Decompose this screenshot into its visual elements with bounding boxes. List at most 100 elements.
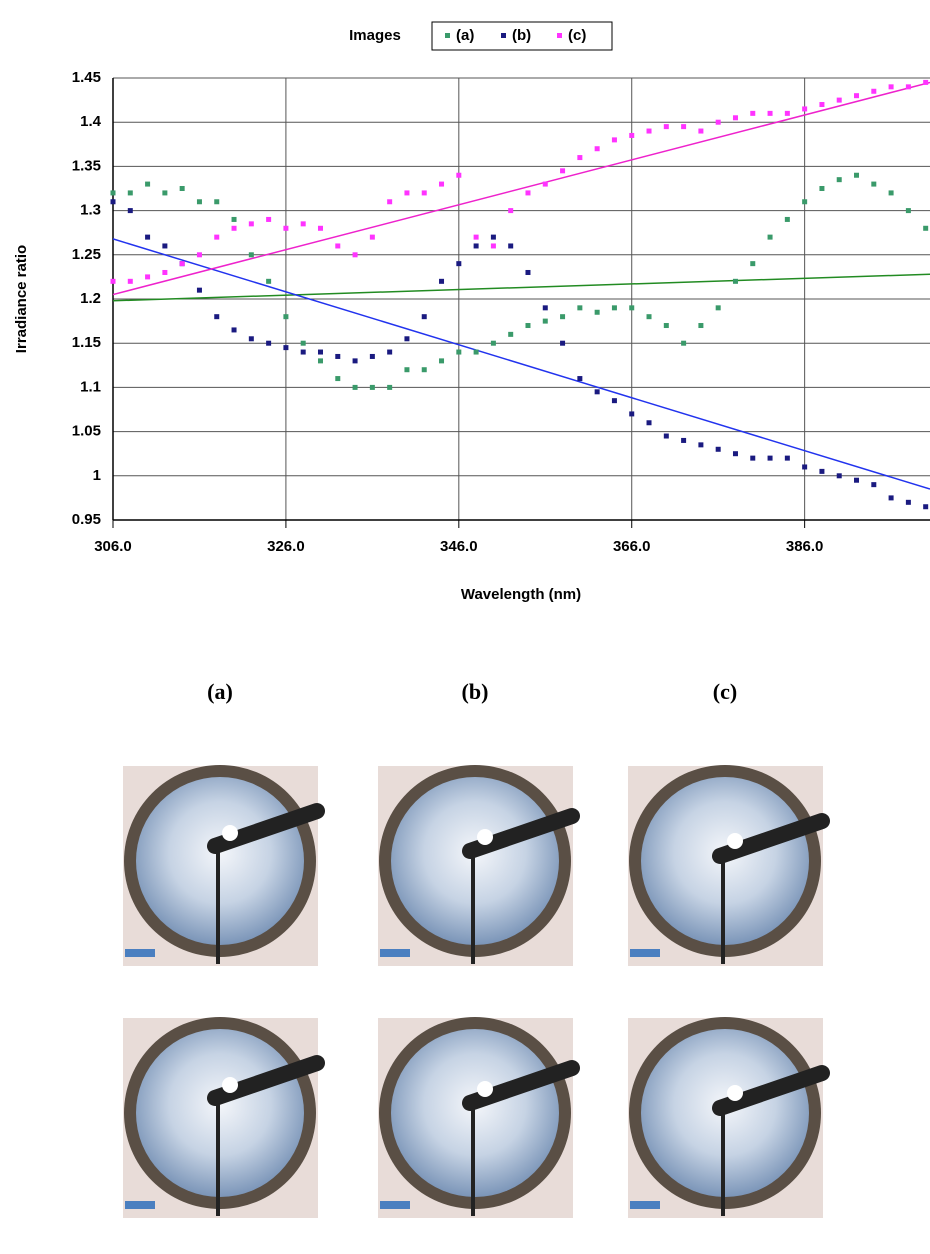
point: [750, 455, 756, 461]
point: [681, 124, 687, 130]
point: [145, 234, 151, 240]
point: [248, 336, 254, 342]
point: [439, 278, 445, 284]
point: [335, 376, 341, 382]
point: [888, 84, 894, 90]
point: [629, 132, 635, 138]
point: [560, 168, 566, 174]
point: [127, 190, 133, 196]
sun: [477, 829, 493, 845]
point: [594, 389, 600, 395]
point: [110, 278, 116, 284]
point: [266, 278, 272, 284]
point: [611, 398, 617, 404]
point: [110, 199, 116, 205]
sun: [727, 1085, 743, 1101]
point: [525, 323, 531, 329]
sky-image: [123, 1017, 325, 1218]
point: [300, 340, 306, 346]
point: [784, 216, 790, 222]
logo: [630, 1201, 660, 1209]
point: [317, 349, 323, 355]
sky-image: [378, 1017, 580, 1218]
point: [698, 323, 704, 329]
sun: [727, 833, 743, 849]
point: [577, 305, 583, 311]
logo: [380, 1201, 410, 1209]
point: [750, 110, 756, 116]
point: [266, 340, 272, 346]
point: [231, 225, 237, 231]
panel-label: (c): [713, 679, 737, 704]
point: [214, 199, 220, 205]
point: [335, 353, 341, 359]
point: [560, 314, 566, 320]
point: [508, 243, 514, 249]
point: [819, 186, 825, 191]
trend-line: [112, 238, 930, 490]
point: [750, 261, 756, 267]
point: [923, 504, 929, 510]
point: [836, 473, 842, 479]
x-tick-label: 346.0: [440, 538, 478, 555]
point: [317, 358, 323, 364]
point: [456, 349, 462, 355]
point: [715, 305, 721, 311]
point: [732, 451, 738, 457]
point: [335, 243, 341, 249]
point: [715, 119, 721, 125]
logo: [630, 949, 660, 957]
point: [490, 234, 496, 240]
point: [179, 261, 185, 267]
point: [663, 323, 669, 329]
point: [352, 252, 358, 258]
point: [473, 349, 479, 355]
y-tick-label: 0.95: [72, 511, 101, 528]
point: [248, 252, 254, 258]
point: [508, 208, 514, 214]
legend-label: (c): [568, 27, 586, 44]
legend-label: (b): [512, 27, 531, 44]
point: [369, 353, 375, 359]
point: [456, 261, 462, 267]
point: [127, 208, 133, 214]
point: [421, 367, 427, 373]
point: [542, 181, 548, 187]
point: [369, 384, 375, 390]
point: [681, 437, 687, 443]
point: [456, 172, 462, 178]
y-tick-label: 1: [93, 467, 101, 484]
point: [715, 446, 721, 452]
point: [542, 318, 548, 324]
point: [698, 442, 704, 448]
point: [387, 384, 393, 390]
point: [819, 102, 825, 108]
point: [888, 495, 894, 501]
y-axis-label: Irradiance ratio: [13, 245, 30, 353]
point: [317, 225, 323, 231]
point: [266, 216, 272, 222]
point: [611, 137, 617, 143]
x-tick-label: 366.0: [613, 538, 651, 555]
point: [871, 482, 877, 488]
point: [179, 186, 185, 191]
point: [905, 84, 911, 90]
point: [802, 464, 808, 470]
y-tick-label: 1.45: [72, 69, 101, 86]
sun: [222, 825, 238, 841]
point: [283, 314, 289, 320]
point: [283, 225, 289, 231]
point: [404, 367, 410, 373]
sky-image: [628, 1017, 830, 1218]
point: [110, 190, 116, 196]
point: [352, 384, 358, 390]
point: [214, 234, 220, 240]
point: [577, 155, 583, 161]
x-axis-label: Wavelength (nm): [461, 586, 581, 603]
point: [767, 110, 773, 116]
sun: [222, 1077, 238, 1093]
point: [923, 225, 929, 231]
point: [594, 309, 600, 315]
point: [421, 190, 427, 196]
panel-label: (b): [462, 679, 489, 704]
